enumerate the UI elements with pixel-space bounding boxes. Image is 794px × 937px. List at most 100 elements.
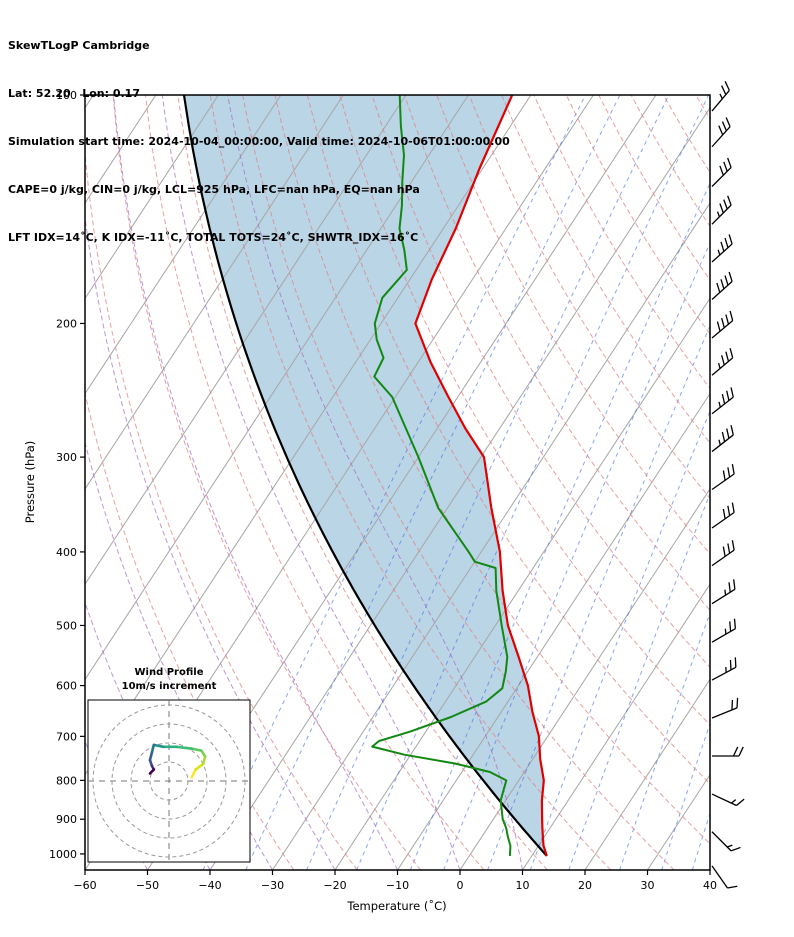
mixing-ratio-line: [619, 611, 710, 870]
wind-barb-feather: [727, 543, 731, 554]
wind-barb-feather: [736, 697, 739, 708]
cin-shaded-area: [184, 95, 547, 856]
chart-title: SkewTLogP Cambridge: [8, 39, 150, 52]
dry-adiabat-line: [242, 95, 675, 870]
wind-barb: [711, 89, 730, 112]
wind-barb-feather: [727, 467, 731, 478]
hodograph-trace-segment: [175, 745, 194, 751]
wind-barb-feather: [733, 618, 737, 629]
hodograph-trace-segment: [152, 743, 165, 749]
wind-barb-feather: [726, 390, 730, 401]
dry-adiabat-line: [371, 95, 710, 668]
dry-adiabat-line: [274, 95, 710, 845]
wind-barb-feather: [727, 157, 732, 168]
wind-barb: [711, 511, 735, 529]
header-indices-2: LFT IDX=14˚C, K IDX=-11˚C, TOTAL TOTS=24…: [8, 231, 419, 244]
x-tick-label: 0: [457, 879, 464, 892]
header-indices-1: CAPE=0 j/kg, CIN=0 j/kg, LCL=925 hPa, LF…: [8, 183, 420, 196]
dry-adiabat-line: [85, 391, 295, 870]
wind-barb-feather: [728, 234, 733, 245]
wind-barb-feather: [738, 746, 744, 757]
wind-barb-feather: [720, 241, 725, 252]
mixing-ratio-line: [487, 324, 710, 870]
wind-barb-half-feather: [724, 589, 727, 596]
hodograph-title: Wind Profile 10m/s increment: [88, 666, 250, 693]
mixing-ratio-line: [245, 95, 621, 870]
dewpoint-line: [371, 95, 512, 856]
wind-barb-feather: [724, 237, 729, 248]
dry-adiabat-line: [662, 95, 710, 174]
wind-barb: [711, 396, 734, 415]
header-block: SkewTLogP Cambridge Lat: 52.20 Lon: 0.17…: [8, 6, 510, 278]
wind-barb: [711, 357, 734, 376]
wind-barb: [711, 473, 735, 491]
wind-barb: [711, 243, 733, 263]
wind-barb-half-feather: [731, 799, 737, 804]
x-tick-label: −20: [323, 879, 346, 892]
wind-barb-feather: [731, 502, 735, 513]
wind-barb-half-feather: [717, 362, 721, 369]
dry-adiabat-line: [436, 95, 710, 555]
y-tick-label: 200: [56, 317, 77, 330]
wind-barb: [711, 434, 734, 453]
mixing-ratio-line: [443, 241, 710, 870]
y-axis-label: Pressure (hPa): [23, 440, 37, 524]
dry-adiabat-line: [339, 95, 710, 726]
wind-barb-feather: [733, 579, 736, 590]
x-axis-label: Temperature (˚C): [347, 899, 447, 913]
mixing-ratio-line: [529, 409, 710, 870]
wind-barb-feather: [724, 81, 730, 91]
hodograph-trace-segment: [148, 768, 156, 775]
wind-barb-feather: [729, 310, 734, 321]
temperature-line: [414, 95, 548, 857]
wind-barb: [711, 628, 736, 643]
wind-barb-half-feather: [726, 844, 733, 848]
wind-barb-feather: [729, 659, 732, 670]
hodograph-ring: [111, 723, 227, 839]
wind-barb-feather: [729, 621, 732, 632]
wind-barb-feather: [721, 355, 725, 366]
mixing-ratio-line: [409, 182, 710, 870]
wind-barb-feather: [730, 387, 734, 398]
dry-adiabat-line: [565, 95, 710, 335]
isotherm-line: [85, 95, 407, 586]
wind-barb: [711, 126, 731, 148]
wind-barb: [711, 204, 732, 225]
y-tick-label: 900: [56, 813, 77, 826]
y-tick-label: 1000: [49, 848, 77, 861]
dry-adiabat-line: [209, 95, 612, 870]
moist-adiabat-line: [161, 95, 461, 870]
hodograph-trace-segment: [150, 743, 156, 754]
dry-adiabat-line: [177, 95, 548, 870]
wind-barb-half-feather: [716, 211, 721, 218]
moist-adiabat-line: [85, 213, 336, 870]
moist-adiabat-line: [227, 95, 523, 870]
wind-barb-feather: [725, 351, 730, 362]
hodograph-trace-segment: [148, 751, 154, 762]
moist-adiabat-line: [85, 440, 273, 870]
dry-adiabat-line: [468, 95, 710, 499]
wind-barb-feather: [720, 279, 725, 290]
wind-barb-feather: [722, 508, 726, 519]
wind-barb-feather: [722, 546, 726, 557]
wind-barb-feather: [719, 203, 724, 214]
wind-barb-feather: [716, 321, 721, 332]
header-times: Simulation start time: 2024-10-04_00:00:…: [8, 135, 510, 148]
hodograph-title-line2: 10m/s increment: [121, 680, 217, 692]
isotherm-line: [584, 678, 710, 870]
hodograph-ring: [149, 761, 189, 801]
wind-barb-feather: [721, 121, 727, 132]
hodograph-title-line1: Wind Profile: [134, 667, 204, 678]
isotherm-line: [459, 487, 710, 870]
wind-barb-feather: [728, 582, 731, 593]
wind-barb: [711, 280, 733, 301]
wind-barb-feather: [725, 314, 730, 325]
isotherm-line: [85, 95, 282, 395]
wind-barb-feather: [734, 657, 737, 668]
wind-barb-feather: [730, 425, 734, 436]
wind-barb-feather: [729, 348, 734, 359]
wind-barb-feather: [721, 431, 726, 442]
wind-barb-feather: [727, 885, 738, 889]
hodograph-inset: [87, 699, 251, 863]
wind-barb-feather: [736, 798, 745, 806]
